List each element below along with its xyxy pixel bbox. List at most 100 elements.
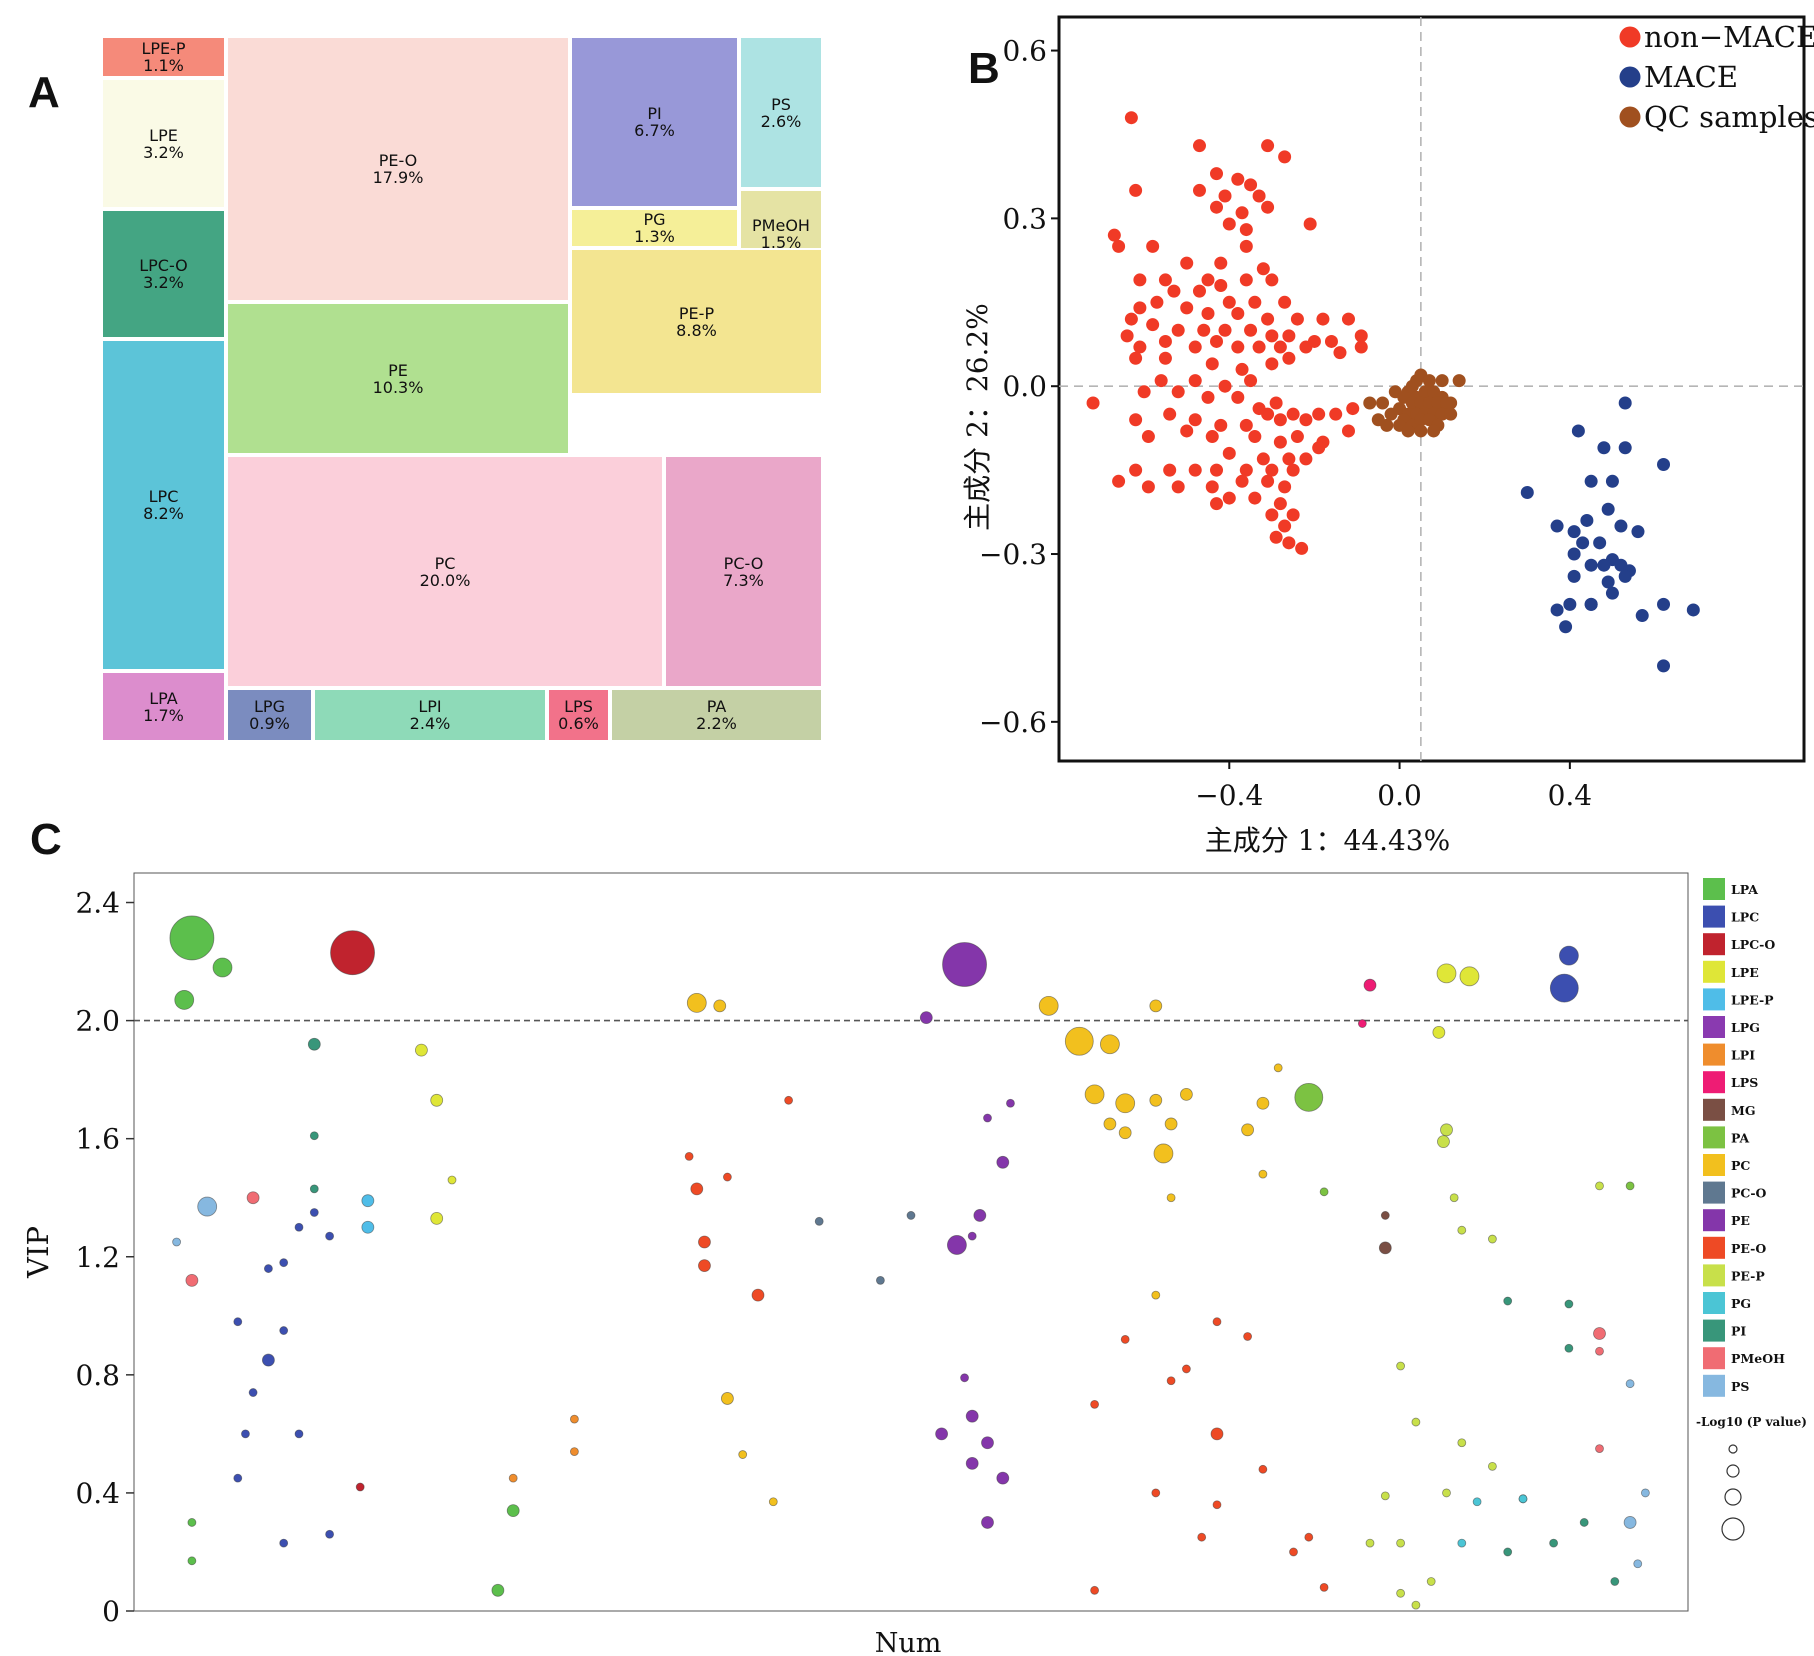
pca-x-tick-label: 0.0 (1377, 779, 1422, 812)
pca-point-nonmace (1112, 474, 1126, 488)
treemap-cell-pa: PA 2.2% (610, 688, 823, 742)
vip-legend-swatch (1703, 1098, 1725, 1121)
pca-point-nonmace (1231, 172, 1245, 186)
vip-point-pc-o (814, 1216, 824, 1226)
pca-point-mace (1563, 597, 1577, 611)
vip-point-lpa (187, 1556, 197, 1566)
treemap-cell-lpc-o: LPC-O 3.2% (101, 209, 226, 339)
vip-point-lpa (491, 1583, 505, 1597)
vip-point-pi (1564, 1299, 1574, 1309)
vip-point-pe-o (1090, 1399, 1099, 1409)
vip-point-lpc (248, 1388, 258, 1397)
vip-point-lpc (294, 1222, 304, 1232)
vip-point-lpe (447, 1175, 457, 1185)
vip-plot-frame (133, 872, 1689, 1612)
vip-point-lpe-p (361, 1194, 375, 1208)
vip-point-lpc (325, 1231, 335, 1241)
pca-point-nonmace (1171, 480, 1185, 494)
vip-point-lpa (506, 1504, 520, 1518)
vip-point-pe-o (1212, 1317, 1222, 1327)
pca-point-nonmace (1163, 407, 1177, 421)
treemap-cell-pe-o: PE-O 17.9% (226, 36, 570, 302)
vip-point-pc (713, 999, 727, 1013)
pca-point-nonmace (1273, 413, 1287, 427)
vip-point-pe-o (751, 1288, 765, 1302)
pca-point-nonmace (1192, 183, 1206, 197)
vip-point-pc (1256, 1096, 1270, 1110)
vip-point-pa (1319, 1187, 1329, 1197)
pca-x-axis-label: 主成分 1：44.43% (1205, 824, 1450, 857)
vip-y-tick-label: 2.4 (75, 887, 120, 920)
treemap-cell-percent: 6.7% (634, 121, 675, 140)
treemap-cell-percent: 1.1% (143, 56, 184, 75)
pca-point-qcsamples (1384, 407, 1398, 421)
pca-point-mace (1550, 519, 1564, 533)
pca-point-nonmace (1188, 413, 1202, 427)
vip-legend-label: LPS (1731, 1075, 1758, 1090)
vip-point-pe-p (1437, 1135, 1450, 1149)
treemap-cell-label: PE-P (678, 303, 715, 323)
pca-point-nonmace (1158, 273, 1172, 287)
vip-point-pe-p (1449, 1193, 1459, 1203)
treemap-cell-label: LPC (148, 487, 179, 506)
vip-point-lpc (279, 1538, 289, 1548)
vip-point-pe-o (1197, 1532, 1207, 1542)
vip-point-pi (1579, 1518, 1589, 1527)
treemap-cell-label: LPS (564, 697, 593, 716)
pca-point-nonmace (1133, 301, 1147, 315)
vip-point-pg (1472, 1497, 1482, 1507)
pca-point-nonmace (1133, 340, 1147, 354)
pca-point-nonmace (1278, 295, 1292, 309)
pca-point-nonmace (1341, 312, 1355, 326)
pca-point-nonmace (1180, 424, 1194, 438)
vip-legend-label: MG (1731, 1103, 1756, 1118)
vip-point-pe-o (1166, 1376, 1176, 1386)
vip-point-lpi (508, 1473, 518, 1483)
pca-point-nonmace (1163, 463, 1177, 477)
pca-legend-label: QC samples (1644, 100, 1814, 134)
pca-point-nonmace (1146, 239, 1160, 253)
pca-point-qcsamples (1452, 374, 1466, 388)
pca-point-mace (1657, 659, 1671, 673)
pca-point-nonmace (1214, 418, 1228, 432)
vip-point-pe-p (1488, 1461, 1497, 1471)
treemap-cell-percent: 0.6% (558, 714, 599, 733)
vip-point-pe-o (723, 1172, 732, 1182)
pca-point-nonmace (1158, 334, 1172, 348)
treemap-cell-pg: PG 1.3% (570, 208, 739, 248)
vip-point-pmeoh (1593, 1327, 1606, 1340)
treemap-cell-label: PS (771, 94, 791, 114)
pca-point-nonmace (1341, 424, 1355, 438)
pca-point-nonmace (1282, 351, 1296, 365)
pca-point-mace (1580, 513, 1594, 527)
vip-point-pe (981, 1516, 994, 1529)
vip-point-pmeoh (246, 1191, 260, 1205)
pca-point-nonmace (1154, 374, 1168, 388)
vip-legend-swatch (1703, 1071, 1725, 1094)
pca-point-mace (1576, 536, 1590, 550)
treemap-cell-label: LPE (149, 125, 178, 145)
pca-point-nonmace (1086, 396, 1100, 410)
vip-point-pe-o (1212, 1500, 1222, 1510)
pca-point-mace (1618, 441, 1632, 455)
vip-point-pc (1149, 999, 1163, 1013)
vip-point-pi (1549, 1538, 1558, 1548)
treemap-cell-percent: 1.7% (143, 705, 184, 725)
pca-point-mace (1618, 396, 1632, 410)
treemap-cell-percent: 1.3% (634, 227, 675, 246)
pca-score-plot: −0.4 0.0 0.4 0.6 0.3 0.0 −0.3 −0.6 主成分 1：44.43% 主… (961, 15, 1814, 857)
pca-point-nonmace (1124, 312, 1138, 326)
vip-size-legend-circle (1728, 1444, 1738, 1454)
pca-point-nonmace (1107, 228, 1121, 242)
vip-point-lps (1357, 1019, 1367, 1028)
pca-point-nonmace (1167, 284, 1181, 298)
pca-point-mace (1597, 441, 1611, 455)
pca-point-nonmace (1299, 452, 1313, 466)
vip-legend-label: PE (1731, 1213, 1750, 1228)
vip-point-lpe (430, 1093, 444, 1107)
pca-point-nonmace (1312, 441, 1326, 455)
pca-point-qcsamples (1422, 374, 1436, 388)
pca-point-nonmace (1261, 139, 1275, 153)
vip-point-lpa (174, 990, 195, 1010)
pca-point-nonmace (1265, 508, 1279, 522)
